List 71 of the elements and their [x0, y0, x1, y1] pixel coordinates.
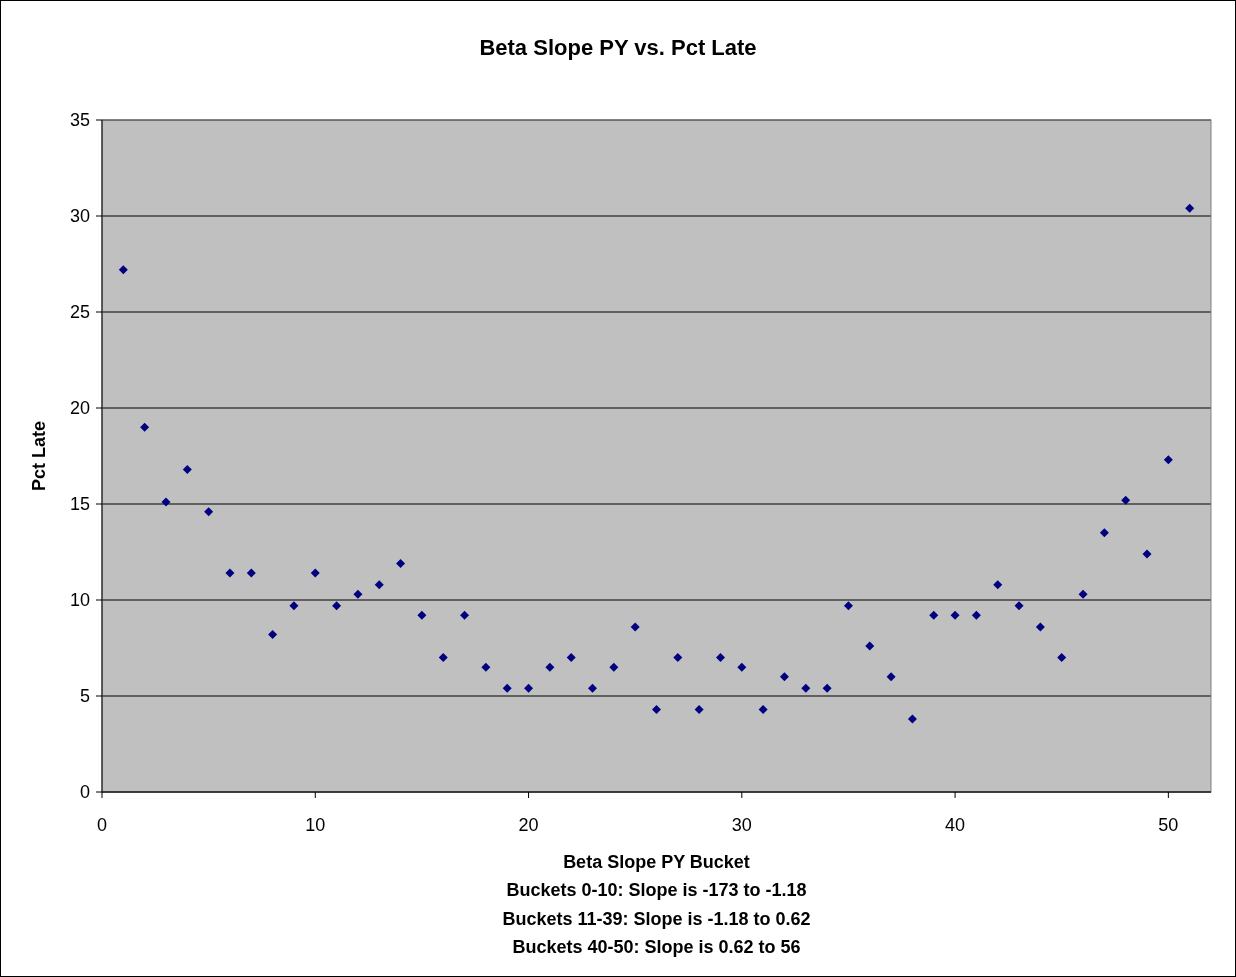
point — [481, 662, 491, 672]
text: Buckets 11-39: Slope is -1.18 to 0.62 — [502, 908, 811, 929]
y-tick-label: 10 — [69, 590, 90, 611]
point — [715, 653, 725, 663]
text: Buckets 40-50: Slope is 0.62 to 56 — [512, 937, 801, 957]
point — [822, 683, 832, 693]
y-tick-label: 30 — [69, 206, 90, 227]
chart-title: Beta Slope PY vs. Pct Late — [479, 35, 757, 60]
point — [843, 601, 853, 611]
point — [694, 704, 704, 714]
point — [1014, 601, 1024, 611]
x-tick-label: 30 — [731, 815, 752, 835]
point — [204, 507, 214, 517]
y-tick-label: 15 — [69, 494, 90, 515]
y-tick-label: 20 — [69, 398, 90, 419]
point — [993, 580, 1003, 590]
point — [246, 568, 256, 578]
point — [353, 589, 363, 599]
y-tick-label: 0 — [79, 782, 90, 803]
point — [886, 672, 896, 682]
y-tick-label: 25 — [69, 302, 90, 323]
point — [225, 568, 235, 578]
point — [865, 641, 875, 651]
point — [332, 601, 342, 611]
point — [438, 653, 448, 663]
y-tick-label: 5 — [79, 686, 90, 707]
point — [673, 653, 683, 663]
x-tick-label: 10 — [305, 815, 326, 835]
x-tick-label: 50 — [1158, 815, 1179, 835]
point — [801, 683, 811, 693]
point — [1185, 203, 1195, 213]
point — [140, 422, 150, 432]
point — [1078, 589, 1088, 599]
x-tick-label: 40 — [945, 815, 966, 835]
point — [417, 610, 427, 620]
point — [118, 265, 128, 275]
point — [971, 610, 981, 620]
point — [310, 568, 320, 578]
point — [545, 662, 555, 672]
point — [396, 559, 406, 569]
x-tick-label: 20 — [518, 815, 539, 835]
point — [1035, 622, 1045, 632]
point — [182, 464, 192, 474]
text: Buckets 0-10: Slope is -173 to -1.18 — [506, 880, 807, 900]
y-tick-label: 35 — [69, 110, 90, 131]
point — [1163, 455, 1173, 465]
point — [609, 662, 619, 672]
point — [268, 630, 278, 640]
point — [929, 610, 939, 620]
y-axis-title: Pct Late — [29, 420, 49, 492]
point — [289, 601, 299, 611]
point — [502, 683, 512, 693]
point — [588, 683, 598, 693]
point — [1121, 495, 1131, 505]
point — [907, 714, 917, 724]
point — [1057, 653, 1067, 663]
point — [758, 704, 768, 714]
point — [524, 683, 534, 693]
point — [1142, 549, 1152, 559]
point — [374, 580, 384, 590]
point — [630, 622, 640, 632]
point — [950, 610, 960, 620]
x-axis-title: Beta Slope PY Bucket — [563, 852, 750, 872]
point — [737, 662, 747, 672]
point — [161, 497, 171, 507]
x-tick-label: 0 — [96, 815, 108, 835]
point — [779, 672, 789, 682]
point — [652, 704, 661, 714]
point — [460, 610, 470, 620]
point — [566, 653, 576, 663]
point — [1099, 528, 1109, 538]
